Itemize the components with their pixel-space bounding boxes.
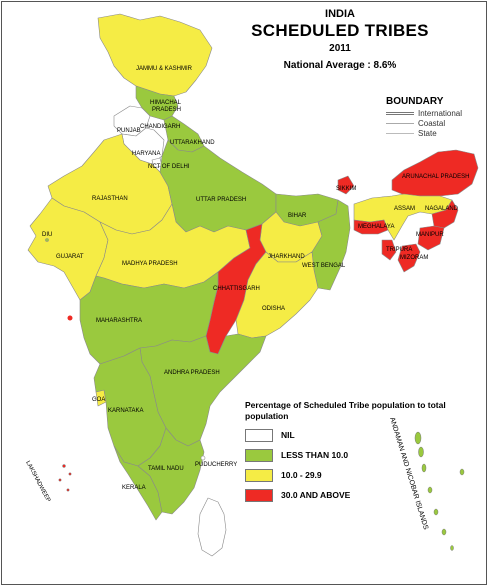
legend-swatch-low <box>245 448 273 462</box>
title-main: SCHEDULED TRIBES <box>251 21 429 40</box>
region-meghalaya <box>353 219 389 235</box>
legend-swatch-nil <box>245 428 273 442</box>
region-odisha <box>235 251 319 339</box>
legend-title: Percentage of Scheduled Tribe population… <box>245 400 446 421</box>
boundary-label-coastal: Coastal <box>418 118 446 128</box>
boundary-key: BOUNDARY International Coastal State <box>386 96 462 138</box>
legend-label-mid: 10.0 - 29.9 <box>281 470 322 480</box>
region-uttar-pradesh <box>159 139 277 233</box>
boundary-row-coastal: Coastal <box>386 118 462 128</box>
legend-item-mid: 10.0 - 29.9 <box>245 468 460 482</box>
coastal-line-icon <box>386 122 414 124</box>
label-assam: ASSAM <box>394 206 415 212</box>
legend: Percentage of Scheduled Tribe population… <box>245 400 460 502</box>
label-puducherry: PUDUCHERRY <box>195 462 237 468</box>
label-jammu-kashmir: JAMMU & KASHMIR <box>136 66 193 72</box>
lakshadweep-islands <box>58 464 72 492</box>
label-mizoram: MIZORAM <box>400 255 428 261</box>
region-puducherry <box>200 455 206 461</box>
legend-swatch-mid <box>245 468 273 482</box>
label-west-bengal: WEST BENGAL <box>302 263 346 269</box>
label-karnataka: KARNATAKA <box>108 408 143 414</box>
region-gujarat <box>27 197 109 301</box>
region-diu <box>45 238 49 242</box>
region-tamil-nadu <box>137 427 205 515</box>
label-uttar-pradesh: UTTAR PRADESH <box>196 197 246 203</box>
label-bihar: BIHAR <box>288 213 307 219</box>
region-arunachal-pradesh <box>391 149 479 197</box>
legend-swatch-high <box>245 488 273 502</box>
label-diu: DIU <box>42 232 52 238</box>
boundary-row-state: State <box>386 128 462 138</box>
title-country: INDIA <box>325 8 355 20</box>
label-manipur: MANIPUR <box>416 232 444 238</box>
region-marker-dot <box>67 315 73 321</box>
label-kerala: KERALA <box>122 485 146 491</box>
boundary-label-international: International <box>418 108 463 118</box>
legend-label-high: 30.0 AND ABOVE <box>281 490 351 500</box>
region-mizoram <box>397 243 421 273</box>
title-year: 2011 <box>329 43 351 54</box>
label-andhra-pradesh: ANDHRA PRADESH <box>164 370 220 376</box>
international-line-icon <box>386 111 414 115</box>
label-himachal-2: PRADESH <box>152 107 181 113</box>
legend-label-low: LESS THAN 10.0 <box>281 450 349 460</box>
label-maharashtra: MAHARASHTRA <box>96 318 142 324</box>
label-goa: GOA <box>92 397 105 403</box>
legend-item-high: 30.0 AND ABOVE <box>245 488 460 502</box>
legend-item-low: LESS THAN 10.0 <box>245 448 460 462</box>
label-uttarakhand: UTTARAKHAND <box>170 140 215 146</box>
region-kerala <box>113 445 163 521</box>
label-lakshadweep: LAKSHADWEEP <box>24 460 51 503</box>
state-line-icon <box>386 132 414 134</box>
region-manipur <box>417 225 445 251</box>
label-madhya-pradesh: MADHYA PRADESH <box>122 261 178 267</box>
label-punjab: PUNJAB <box>117 128 141 134</box>
region-sikkim <box>337 175 355 195</box>
label-sikkim: SIKKIM <box>336 186 356 192</box>
label-meghalaya: MEGHALAYA <box>358 224 394 230</box>
label-arunachal: ARUNACHAL PRADESH <box>402 174 469 180</box>
label-tripura: TRIPURA <box>386 247 412 253</box>
boundary-row-international: International <box>386 108 462 118</box>
label-rajasthan: RAJASTHAN <box>92 196 128 202</box>
label-delhi: NCT OF DELHI <box>148 164 190 170</box>
national-average: National Average : 8.6% <box>283 60 397 71</box>
legend-label-nil: NIL <box>281 430 295 440</box>
region-tripura <box>381 239 397 261</box>
boundary-heading: BOUNDARY <box>386 96 444 107</box>
label-chhattisgarh: CHHATTISGARH <box>213 286 260 292</box>
andaman-nicobar-islands <box>414 431 465 551</box>
label-chandigarh: CHANDIGARH <box>140 124 180 130</box>
region-jammu-kashmir <box>97 13 213 97</box>
label-tamil-nadu: TAMIL NADU <box>148 466 184 472</box>
label-haryana: HARYANA <box>132 151 160 157</box>
title-block: INDIA SCHEDULED TRIBES 2011 National Ave… <box>250 8 430 71</box>
boundary-label-state: State <box>418 128 437 138</box>
neighbour-island-outline <box>197 497 227 557</box>
label-jharkhand: JHARKHAND <box>268 254 305 260</box>
label-nagaland: NAGALAND <box>425 206 459 212</box>
label-gujarat: GUJARAT <box>56 254 84 260</box>
label-odisha: ODISHA <box>262 306 285 312</box>
legend-item-nil: NIL <box>245 428 460 442</box>
label-himachal-1: HIMACHAL <box>150 100 182 106</box>
